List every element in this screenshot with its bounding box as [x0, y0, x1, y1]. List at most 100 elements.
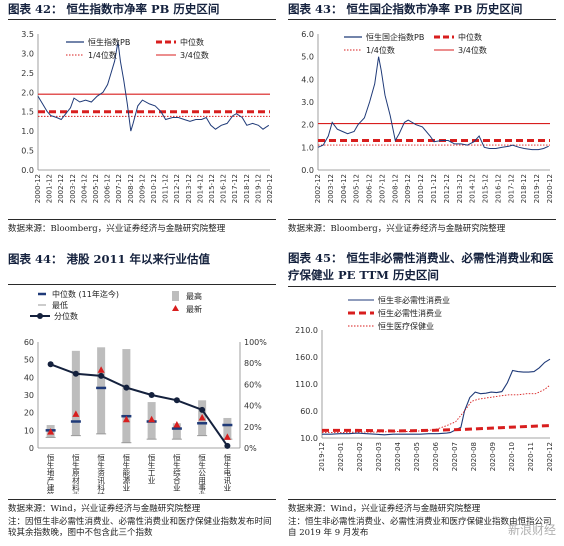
y-tick-label-right: 0%	[244, 444, 257, 453]
y-tick-label-left: 40	[24, 373, 34, 382]
source-note: 数据来源：Wind，兴业证券经济与金融研究院整理	[8, 504, 201, 514]
x-tick-label: 2019-12	[533, 174, 541, 203]
x-tick-label: 2003-12	[327, 174, 335, 203]
footnote: 注：因恒生非必需性消费业、必需性消费业和医疗保健业指数发布时间较其余指数晚，图中…	[8, 517, 272, 538]
percentile-point	[47, 361, 54, 368]
x-tick-label: 2010-12	[150, 174, 158, 203]
legend-label-series: 恒生国企指数PB	[366, 32, 424, 42]
panel-hsi-pb: 图表 42： 恒生指数市净率 PB 历史区间 0.0 0.5 1.0 1.5 2.0 2.…	[8, 0, 276, 236]
x-tick-label: 2020-09	[489, 442, 497, 471]
x-tick-label: 2002-12	[57, 174, 65, 203]
legend-label-percentile: 分位数	[54, 311, 78, 321]
y-tick-label: 2.0	[301, 121, 314, 130]
x-tick-label: 2020-12	[546, 442, 554, 471]
y-tick-label: 0.0	[21, 166, 34, 175]
x-tick-label: 2007-12	[378, 174, 386, 203]
x-tick-label: 2015-12	[208, 174, 216, 203]
panel-hscei-pb: 图表 43： 恒生国企指数市净率 PB 历史区间 0.0 1.0 2.0 3.0 4.0…	[288, 0, 556, 236]
x-tick-label: 2004-12	[340, 174, 348, 203]
latest-marker	[198, 413, 206, 421]
legend-label-q3: 3/4位数	[180, 50, 209, 60]
x-tick-label: 2005-12	[92, 174, 100, 203]
x-tick-label: 2006-12	[104, 174, 112, 203]
legend-label-latest: 最新	[186, 304, 202, 314]
x-tick-label: 2020-12	[546, 174, 554, 203]
percentile-line	[50, 363, 229, 447]
y-tick-label: 110.0	[295, 380, 318, 389]
y-tick-label: 1.0	[301, 143, 314, 152]
panel-title: 图表 43： 恒生国企指数市净率 PB 历史区间	[288, 2, 523, 16]
y-tick-label: 0.0	[301, 166, 314, 175]
legend-label: 恒生必需性消费业	[378, 308, 442, 318]
legend-label-q3: 3/4位数	[458, 45, 487, 55]
x-tick-label: 2000-12	[34, 174, 42, 203]
source-rule	[288, 219, 556, 220]
x-tick-label: 2020-07	[451, 442, 459, 471]
x-tick-label: 2020-01	[337, 442, 345, 471]
x-tick-label: 2014-12	[469, 174, 477, 203]
y-tick-label-left: 10	[24, 426, 34, 435]
x-tick-label: 2008-12	[127, 174, 135, 203]
latest-marker	[173, 421, 181, 428]
category-label: 恒生资讯科技业	[96, 453, 105, 494]
legend-swatch-latest	[172, 305, 179, 311]
watermark: 新浪财经	[507, 523, 556, 537]
legend-label: 恒生医疗保健业	[378, 321, 434, 331]
pb-series-line	[37, 41, 270, 132]
range-bar	[71, 350, 80, 436]
x-tick-label: 2001-12	[46, 174, 54, 203]
y-tick-label-right: 100%	[244, 338, 267, 347]
source-note: 数据来源：Bloomberg，兴业证券经济与金融研究院整理	[288, 224, 506, 234]
panel-title: 图表 45： 恒生非必需性消费业、必需性消费业和医疗保健业 PE TTM 历史区…	[288, 251, 554, 282]
y-tick-label: 0.5	[21, 147, 34, 156]
y-tick-label: 3.0	[21, 49, 34, 58]
x-tick-label: 2019-12	[254, 174, 262, 203]
range-bar	[172, 423, 181, 440]
legend-label-min: 最低	[52, 300, 68, 310]
legend-dot-percentile	[37, 313, 43, 319]
y-tick-label-left: 60	[24, 338, 34, 347]
title-rule	[288, 286, 556, 287]
range-bar	[122, 349, 131, 443]
x-tick-label: 2019-12	[318, 442, 326, 471]
title-rule	[8, 19, 276, 20]
x-tick-label: 2012-12	[173, 174, 181, 203]
y-tick-label-left: 30	[24, 391, 34, 400]
title-rule	[288, 19, 556, 20]
x-tick-label: 2008-12	[391, 174, 399, 203]
legend-label-max: 最高	[186, 291, 202, 301]
percentile-point	[224, 442, 231, 449]
y-tick-label: 3.0	[301, 98, 314, 107]
percentile-point	[123, 384, 130, 391]
y-tick-label: 60.0	[300, 407, 318, 416]
y-tick-label: 4.0	[301, 75, 314, 84]
y-tick-label: 2.0	[21, 88, 34, 97]
category-label: 恒生工业	[147, 453, 156, 485]
legend-swatch-max	[172, 291, 179, 301]
percentile-point	[98, 372, 105, 379]
x-tick-label: 2003-12	[69, 174, 77, 203]
range-bar	[223, 417, 232, 440]
latest-marker	[148, 415, 156, 423]
legend-label-q1: 1/4位数	[366, 45, 395, 55]
percentile-point	[148, 392, 155, 398]
x-tick-label: 2020-04	[394, 441, 402, 471]
source-rule	[8, 499, 276, 500]
source-rule	[288, 499, 556, 500]
x-tick-label: 2002-12	[314, 174, 322, 203]
x-tick-label: 2020-02	[356, 442, 364, 471]
source-note: 数据来源：Wind，兴业证券经济与金融研究院整理	[288, 504, 481, 514]
x-tick-label: 2015-12	[482, 174, 490, 203]
category-label: 恒生原材料业	[71, 453, 80, 494]
latest-marker	[122, 415, 130, 423]
percentile-point	[199, 406, 206, 413]
legend-label-median: 中位数 (11年迄今)	[52, 289, 119, 299]
footnote: 注：恒生非必需性消费业、必需性消费业和医疗保健业指数由恒指公司自 2019 年 …	[288, 517, 552, 538]
x-tick-label: 2007-12	[115, 174, 123, 203]
x-tick-label: 2020-12	[266, 174, 274, 203]
pb-series-line	[317, 56, 549, 151]
x-tick-label: 2006-12	[366, 174, 374, 203]
source-note: 数据来源：Bloomberg，兴业证券经济与金融研究院整理	[8, 224, 226, 234]
chart-sector-valuation: 0 10 20 30 40 50 60 0% 20% 40% 60% 80% 100% 恒生地产建筑业 恒生…	[24, 289, 267, 494]
